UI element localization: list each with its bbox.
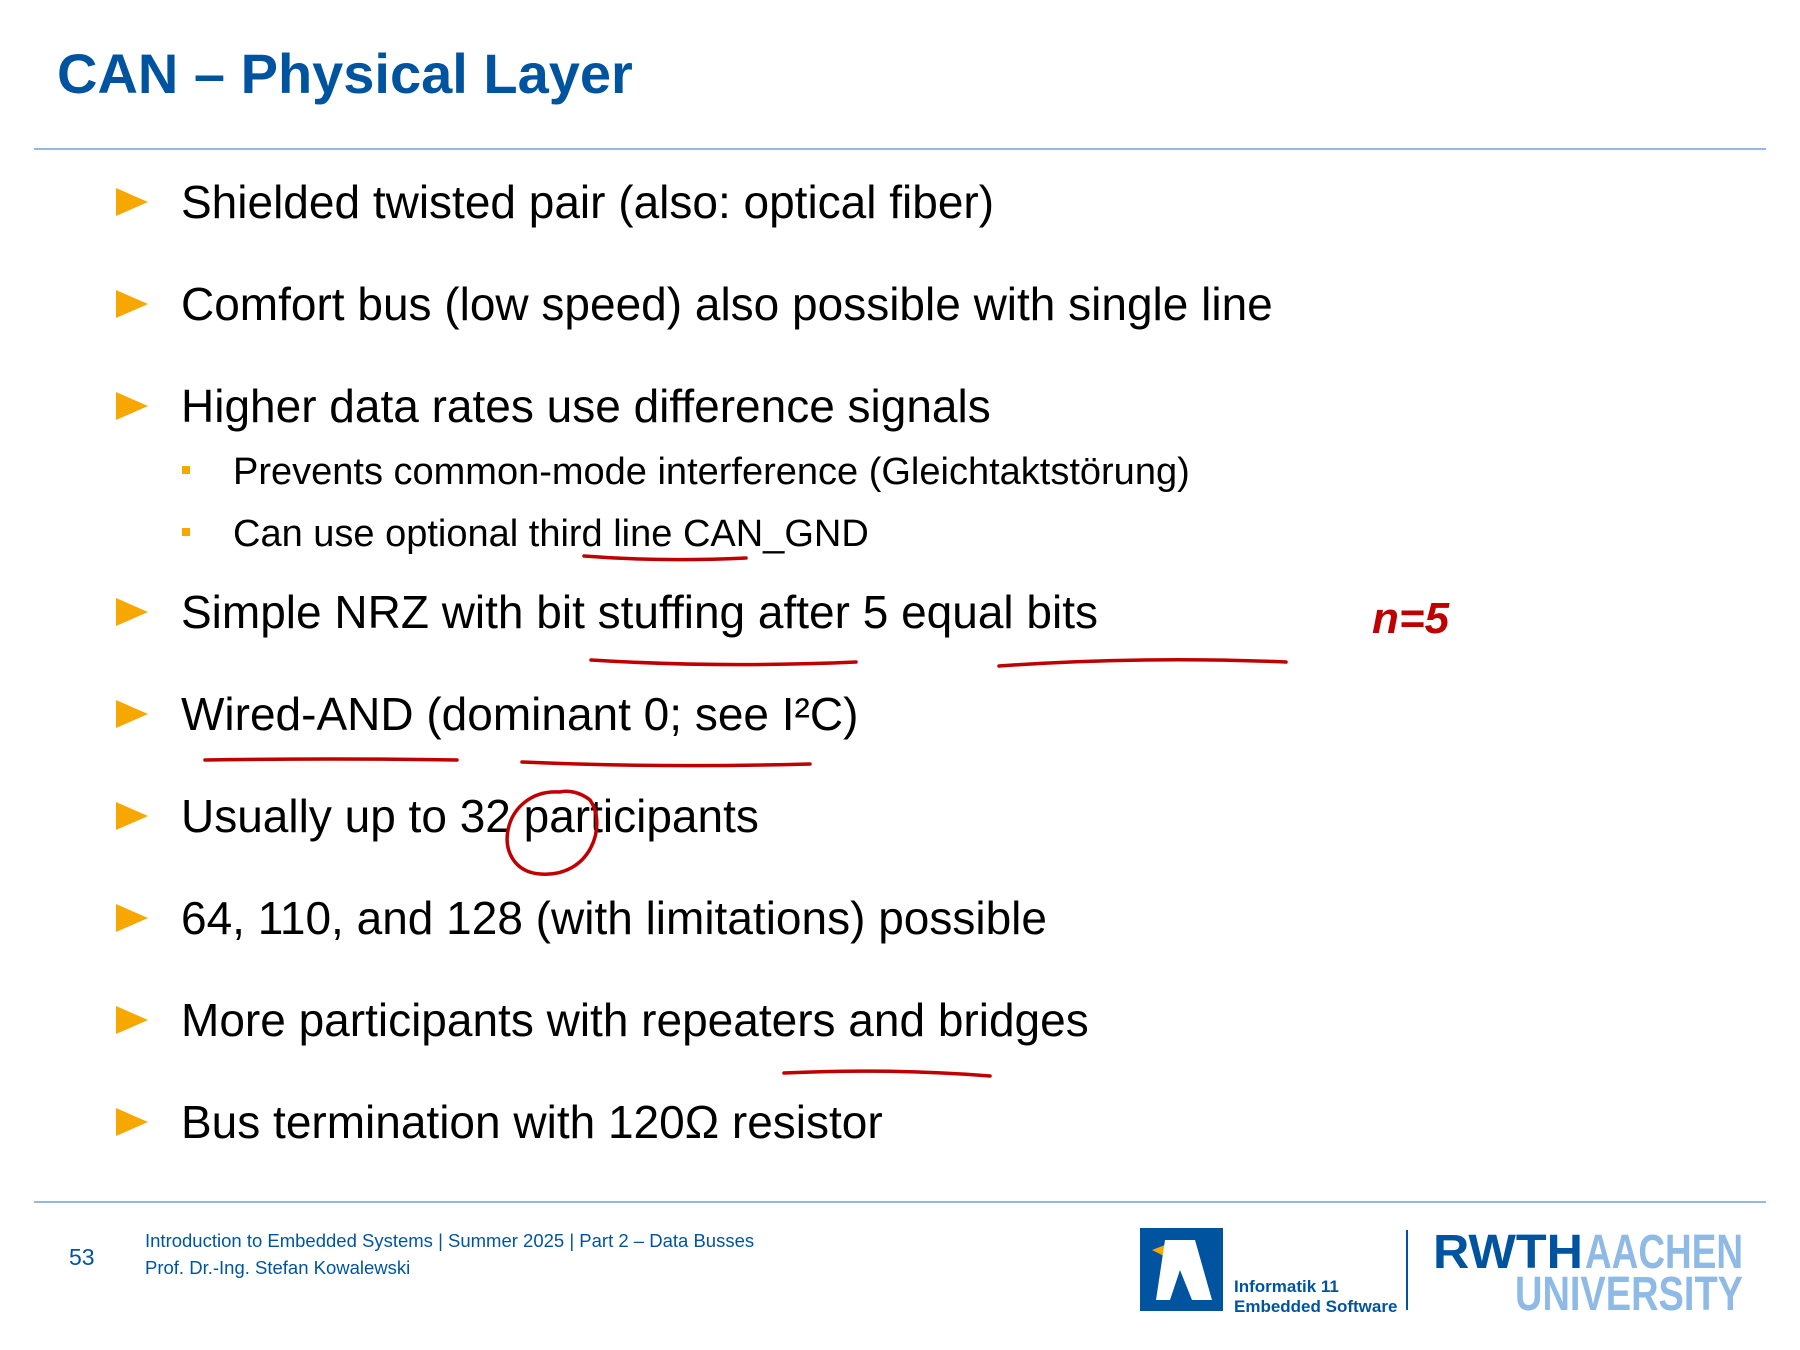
underline — [997, 658, 1288, 668]
bullet-text: Shielded twisted pair (also: optical fib… — [181, 176, 994, 228]
circle — [505, 789, 599, 876]
underline — [203, 757, 459, 762]
sub-bullet-text: Prevents common-mode interference (Gleic… — [233, 451, 1190, 493]
underline — [520, 760, 812, 768]
bullet-list: Shielded twisted pair (also: optical fib… — [116, 176, 1273, 1148]
bullet-arrow — [116, 1108, 148, 1136]
handwriting — [203, 554, 1288, 1078]
rwth-logo: RWTH AACHEN UNIVERSITY — [1433, 1226, 1743, 1321]
bullet-arrow — [116, 290, 148, 318]
underline — [589, 658, 858, 667]
bullet-text: Comfort bus (low speed) also possible wi… — [181, 278, 1273, 330]
slide-title: CAN – Physical Layer — [57, 42, 633, 105]
bullet-text: Simple NRZ with bit stuffing after 5 equ… — [181, 586, 1098, 638]
footer-course: Introduction to Embedded Systems | Summe… — [145, 1230, 754, 1251]
sub-bullet-text: Can use optional third line CAN_GND — [233, 513, 869, 555]
institute-logo: Informatik 11 Embedded Software — [1140, 1228, 1397, 1316]
bullet-arrow — [116, 802, 148, 830]
logo-group: Embedded Software — [1234, 1297, 1397, 1316]
bullet-text: 64, 110, and 128 (with limitations) poss… — [181, 892, 1047, 944]
sub-bullet-marker — [182, 466, 190, 474]
bullet-arrow — [116, 1006, 148, 1034]
bullet-arrow — [116, 700, 148, 728]
handwritten-note: n=5 — [1372, 594, 1450, 643]
logo-university: UNIVERSITY — [1515, 1268, 1743, 1321]
page-number: 53 — [69, 1244, 95, 1270]
bullet-text: Usually up to 32 participants — [181, 790, 759, 842]
bullet-text: Higher data rates use difference signals — [181, 380, 991, 432]
sub-bullet-marker — [182, 528, 190, 536]
logo-institute: Informatik 11 — [1234, 1277, 1339, 1296]
bullet-text: Wired-AND (dominant 0; see I²C) — [181, 688, 858, 740]
bullet-arrow — [116, 598, 148, 626]
logo-shape — [1156, 1240, 1212, 1300]
logo-rwth: RWTH — [1433, 1226, 1583, 1279]
bullet-text: Bus termination with 120Ω resistor — [181, 1096, 883, 1148]
underline — [782, 1069, 992, 1078]
underline — [582, 554, 748, 562]
bullet-arrow — [116, 392, 148, 420]
logo-aachen: AACHEN — [1585, 1226, 1743, 1279]
bullet-text: More participants with repeaters and bri… — [181, 994, 1089, 1046]
bullet-arrow — [116, 904, 148, 932]
footer-author: Prof. Dr.-Ing. Stefan Kowalewski — [145, 1257, 410, 1278]
bullet-arrow — [116, 188, 148, 216]
